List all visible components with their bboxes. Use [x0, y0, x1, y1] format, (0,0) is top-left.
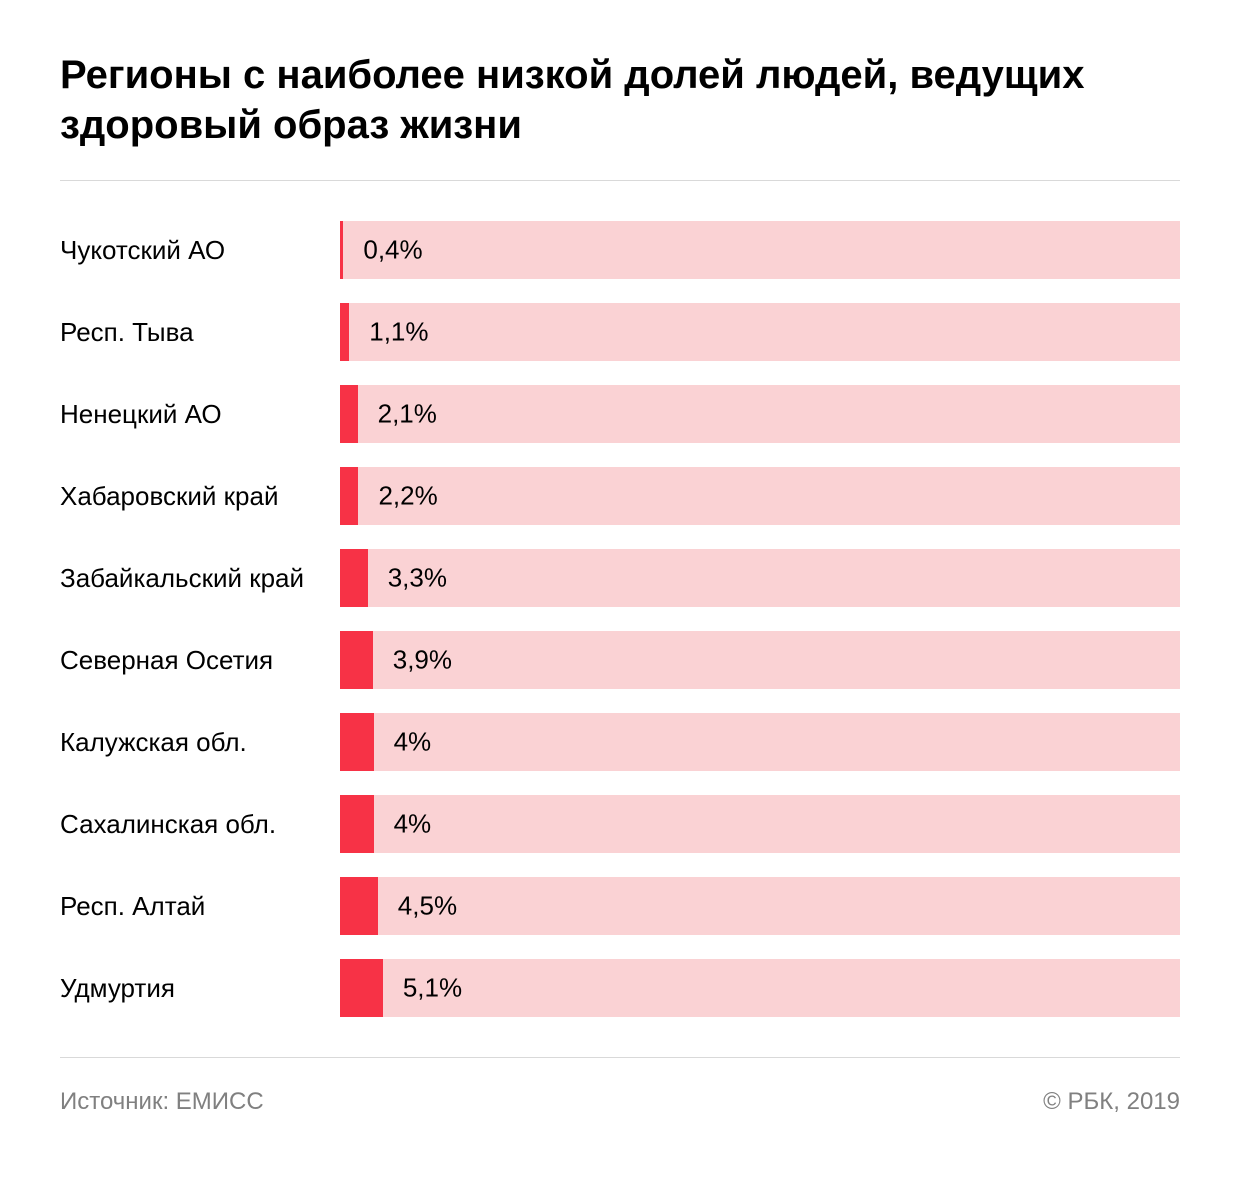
bar-label: Респ. Алтай — [60, 891, 340, 922]
bar-row: Чукотский АО 0,4% — [60, 221, 1180, 279]
bar-value-label: 3,9% — [393, 645, 452, 676]
bar-row: Удмуртия 5,1% — [60, 959, 1180, 1017]
bar-fill — [340, 877, 378, 935]
bar-fill — [340, 959, 383, 1017]
bar-fill — [340, 303, 349, 361]
bar-label: Респ. Тыва — [60, 317, 340, 348]
bar-label: Хабаровский край — [60, 481, 340, 512]
bar-track: 3,3% — [340, 549, 1180, 607]
bar-value-label: 2,2% — [378, 481, 437, 512]
bar-row: Северная Осетия 3,9% — [60, 631, 1180, 689]
bar-fill — [340, 795, 374, 853]
bar-row: Сахалинская обл. 4% — [60, 795, 1180, 853]
bar-label: Северная Осетия — [60, 645, 340, 676]
bar-background — [340, 549, 1180, 607]
bar-row: Забайкальский край 3,3% — [60, 549, 1180, 607]
bar-background — [340, 795, 1180, 853]
bar-value-label: 4% — [394, 809, 432, 840]
bar-background — [340, 385, 1180, 443]
bar-background — [340, 713, 1180, 771]
bar-label: Забайкальский край — [60, 563, 340, 594]
bar-fill — [340, 631, 373, 689]
bar-track: 2,1% — [340, 385, 1180, 443]
bar-label: Чукотский АО — [60, 235, 340, 266]
bar-fill — [340, 385, 358, 443]
bar-track: 3,9% — [340, 631, 1180, 689]
bar-label: Удмуртия — [60, 973, 340, 1004]
bar-fill — [340, 221, 343, 279]
bar-value-label: 3,3% — [388, 563, 447, 594]
bar-fill — [340, 467, 358, 525]
bar-track: 1,1% — [340, 303, 1180, 361]
bar-row: Калужская обл. 4% — [60, 713, 1180, 771]
bar-fill — [340, 549, 368, 607]
bar-background — [340, 959, 1180, 1017]
bar-value-label: 5,1% — [403, 973, 462, 1004]
bar-label: Сахалинская обл. — [60, 809, 340, 840]
bar-label: Калужская обл. — [60, 727, 340, 758]
bar-value-label: 0,4% — [363, 235, 422, 266]
bar-track: 4% — [340, 795, 1180, 853]
bar-row: Респ. Алтай 4,5% — [60, 877, 1180, 935]
bar-track: 2,2% — [340, 467, 1180, 525]
bar-row: Респ. Тыва 1,1% — [60, 303, 1180, 361]
source-text: Источник: ЕМИСС — [60, 1088, 264, 1116]
source-name: ЕМИСС — [176, 1088, 264, 1115]
bar-value-label: 1,1% — [369, 317, 428, 348]
bar-track: 4,5% — [340, 877, 1180, 935]
bar-track: 0,4% — [340, 221, 1180, 279]
bar-row: Хабаровский край 2,2% — [60, 467, 1180, 525]
bar-value-label: 4% — [394, 727, 432, 758]
chart-title: Регионы с наиболее низкой долей людей, в… — [60, 50, 1180, 150]
bar-background — [340, 221, 1180, 279]
bar-label: Ненецкий АО — [60, 399, 340, 430]
bar-background — [340, 631, 1180, 689]
bar-value-label: 2,1% — [378, 399, 437, 430]
bar-background — [340, 877, 1180, 935]
bar-fill — [340, 713, 374, 771]
bar-row: Ненецкий АО 2,1% — [60, 385, 1180, 443]
copyright-text: © РБК, 2019 — [1043, 1088, 1180, 1116]
bar-chart: Чукотский АО 0,4% Респ. Тыва 1,1% Ненецкий А… — [60, 181, 1180, 1057]
bar-background — [340, 467, 1180, 525]
bar-track: 4% — [340, 713, 1180, 771]
bar-value-label: 4,5% — [398, 891, 457, 922]
bottom-divider — [60, 1057, 1180, 1058]
chart-footer: Источник: ЕМИСС © РБК, 2019 — [60, 1088, 1180, 1116]
bar-track: 5,1% — [340, 959, 1180, 1017]
bar-background — [340, 303, 1180, 361]
source-prefix: Источник: — [60, 1088, 176, 1115]
